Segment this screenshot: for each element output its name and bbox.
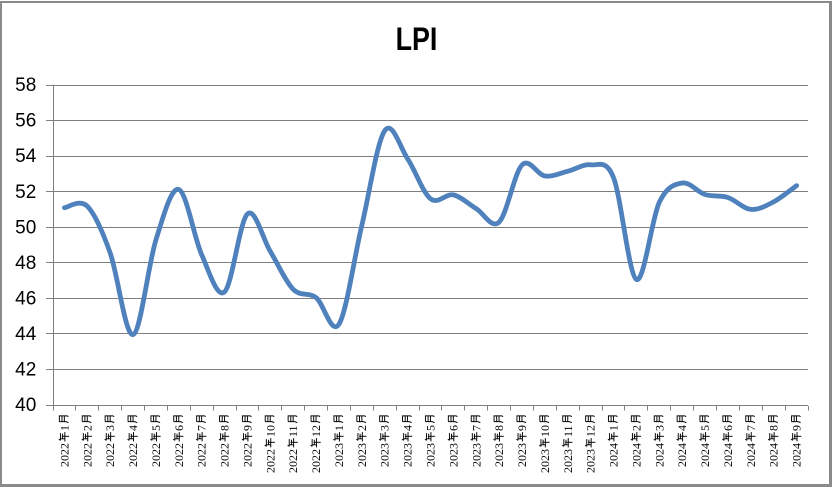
svg-text:LPI: LPI (396, 22, 438, 58)
svg-text:2024: 2024 (607, 443, 621, 467)
svg-text:2022: 2022 (286, 449, 300, 473)
svg-text:9: 9 (515, 425, 529, 431)
svg-text:2: 2 (355, 425, 369, 431)
svg-text:2022: 2022 (126, 443, 140, 467)
svg-text:54: 54 (15, 146, 37, 167)
svg-text:5: 5 (698, 425, 712, 431)
svg-text:2024: 2024 (698, 443, 712, 467)
svg-text:2024: 2024 (652, 443, 666, 467)
svg-text:2024: 2024 (767, 443, 781, 467)
svg-text:2022: 2022 (218, 443, 232, 467)
svg-text:2024: 2024 (721, 443, 735, 467)
svg-text:2022: 2022 (195, 443, 209, 467)
svg-text:58: 58 (15, 75, 36, 96)
svg-text:46: 46 (15, 288, 36, 309)
svg-text:2023: 2023 (332, 443, 346, 467)
svg-text:40: 40 (15, 395, 36, 416)
svg-text:2022: 2022 (149, 443, 163, 467)
svg-text:1: 1 (607, 425, 621, 431)
svg-text:5: 5 (424, 425, 438, 431)
svg-text:2022: 2022 (241, 443, 255, 467)
svg-text:2024: 2024 (744, 443, 758, 467)
svg-text:2023: 2023 (424, 443, 438, 467)
svg-text:2023: 2023 (561, 449, 575, 473)
svg-text:3: 3 (103, 425, 117, 431)
svg-text:2022: 2022 (309, 449, 323, 473)
svg-text:11: 11 (286, 425, 300, 437)
svg-text:12: 12 (584, 425, 598, 437)
svg-text:8: 8 (218, 425, 232, 431)
svg-text:42: 42 (15, 360, 36, 381)
svg-text:50: 50 (15, 217, 36, 238)
svg-text:2024: 2024 (675, 443, 689, 467)
svg-text:6: 6 (172, 425, 186, 431)
svg-text:7: 7 (195, 425, 209, 431)
svg-text:52: 52 (15, 182, 36, 203)
svg-text:44: 44 (15, 324, 37, 345)
svg-text:8: 8 (492, 425, 506, 431)
svg-text:2: 2 (629, 425, 643, 431)
svg-text:4: 4 (126, 425, 140, 431)
svg-text:12: 12 (309, 425, 323, 437)
svg-text:2022: 2022 (172, 443, 186, 467)
svg-text:2022: 2022 (80, 443, 94, 467)
svg-text:8: 8 (767, 425, 781, 431)
svg-text:4: 4 (401, 425, 415, 431)
svg-text:2023: 2023 (355, 443, 369, 467)
svg-text:2023: 2023 (378, 443, 392, 467)
svg-text:6: 6 (446, 425, 460, 431)
svg-text:7: 7 (744, 425, 758, 431)
svg-text:56: 56 (15, 111, 36, 132)
svg-text:10: 10 (263, 425, 277, 437)
svg-text:1: 1 (332, 425, 346, 431)
svg-text:2023: 2023 (584, 449, 598, 473)
svg-text:5: 5 (149, 425, 163, 431)
svg-text:4: 4 (675, 425, 689, 431)
svg-text:2023: 2023 (446, 443, 460, 467)
svg-text:10: 10 (538, 425, 552, 437)
svg-text:2023: 2023 (515, 443, 529, 467)
svg-text:9: 9 (241, 425, 255, 431)
svg-text:2023: 2023 (401, 443, 415, 467)
svg-text:2022: 2022 (103, 443, 117, 467)
svg-text:2023: 2023 (492, 443, 506, 467)
svg-text:1: 1 (57, 425, 71, 431)
svg-text:2: 2 (80, 425, 94, 431)
svg-text:2022: 2022 (263, 449, 277, 473)
svg-text:48: 48 (15, 253, 36, 274)
svg-text:2024: 2024 (629, 443, 643, 467)
svg-text:9: 9 (790, 425, 804, 431)
svg-text:2024: 2024 (790, 443, 804, 467)
svg-text:3: 3 (378, 425, 392, 431)
svg-text:11: 11 (561, 425, 575, 437)
svg-text:2022: 2022 (57, 443, 71, 467)
svg-text:3: 3 (652, 425, 666, 431)
svg-text:2023: 2023 (469, 443, 483, 467)
svg-text:6: 6 (721, 425, 735, 431)
svg-text:7: 7 (469, 425, 483, 431)
svg-text:2023: 2023 (538, 449, 552, 473)
